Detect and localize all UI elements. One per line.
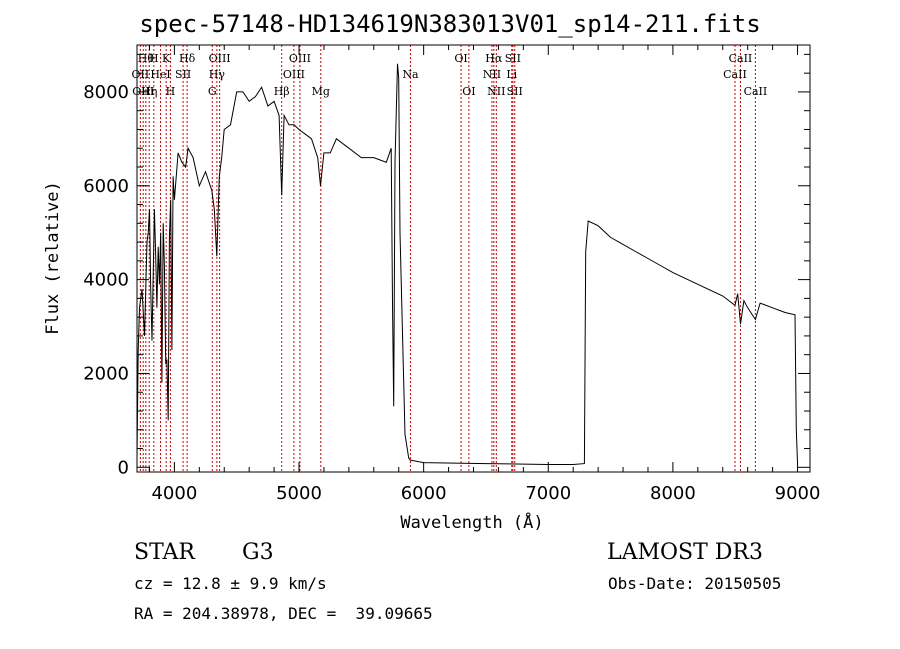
- coordinates-readout: RA = 204.38978, DEC = 39.09665: [134, 604, 433, 623]
- spectral-line-label: SII: [505, 52, 521, 65]
- spectral-line-label: Hη: [141, 85, 157, 98]
- x-axis-label: Wavelength (Å): [400, 511, 543, 533]
- spectral-line-label: NII: [487, 85, 505, 98]
- spectral-line-label: CaII: [744, 85, 768, 98]
- spectral-line-label: OII: [132, 68, 150, 81]
- object-class: STAR: [134, 540, 195, 565]
- spectral-line-label: Hδ: [179, 52, 196, 65]
- x-tick-label: 8000: [650, 483, 696, 504]
- spectral-line-label: OI: [454, 52, 467, 65]
- axis-tick-labels: 4000 5000 6000 7000 8000 9000 0 2000 4000 6000 800…: [83, 82, 820, 504]
- spectrum-series-line: [136, 63, 798, 465]
- chart-title: spec-57148-HD134619N383013V01_sp14-211.f…: [139, 10, 761, 38]
- y-tick-label: 4000: [83, 270, 129, 291]
- spectral-line-label: K: [162, 52, 171, 65]
- spectral-line-label: HeI: [150, 68, 170, 81]
- axis-ticks: [137, 45, 810, 472]
- spectral-line-label: OIII: [283, 68, 305, 81]
- spectral-line-label: OIII: [289, 52, 311, 65]
- plot-frame: [136, 44, 811, 473]
- spectral-line-label: NII: [483, 68, 501, 81]
- redshift-readout: cz = 12.8 ± 9.9 km/s: [134, 574, 327, 593]
- y-tick-label: 6000: [83, 176, 129, 197]
- x-tick-label: 5000: [276, 483, 322, 504]
- x-tick-label: 9000: [775, 483, 821, 504]
- spectral-line-label: CaII: [729, 52, 753, 65]
- y-tick-label: 0: [118, 457, 129, 478]
- spectral-line-label: Na: [402, 68, 419, 81]
- spectral-line-label: SII: [175, 68, 191, 81]
- spectral-line-markers: [139, 45, 756, 472]
- spectral-line-label: CaII: [723, 68, 747, 81]
- y-tick-label: 8000: [83, 82, 129, 103]
- spectral-line-label: H: [149, 52, 159, 65]
- spectral-line-labels: OIIOIIIHθHηHHeIKHSIIHδGHγOIIIHβOIIIOIIIM…: [132, 52, 768, 98]
- x-tick-label: 4000: [151, 483, 197, 504]
- spectral-line-label: H: [166, 85, 176, 98]
- spectral-line-label: Mg: [312, 85, 330, 98]
- spectral-line-label: SII: [507, 85, 523, 98]
- spectral-line-label: OIII: [209, 52, 231, 65]
- spectral-line-label: G: [208, 85, 217, 98]
- spectral-line-label: Hβ: [274, 85, 290, 98]
- x-tick-label: 7000: [525, 483, 571, 504]
- spectral-line-label: Li: [506, 68, 517, 81]
- spectral-line-label: OI: [462, 85, 475, 98]
- spectral-subclass: G3: [242, 540, 274, 565]
- spectral-line-label: Hθ: [138, 52, 155, 65]
- x-tick-label: 6000: [401, 483, 447, 504]
- spectral-line-label: Hα: [485, 52, 503, 65]
- observation-date: Obs-Date: 20150505: [608, 574, 782, 593]
- y-tick-label: 2000: [83, 363, 129, 384]
- survey-name: LAMOST DR3: [607, 540, 763, 565]
- y-axis-label: Flux (relative): [43, 181, 63, 335]
- spectral-line-label: Hγ: [209, 68, 226, 81]
